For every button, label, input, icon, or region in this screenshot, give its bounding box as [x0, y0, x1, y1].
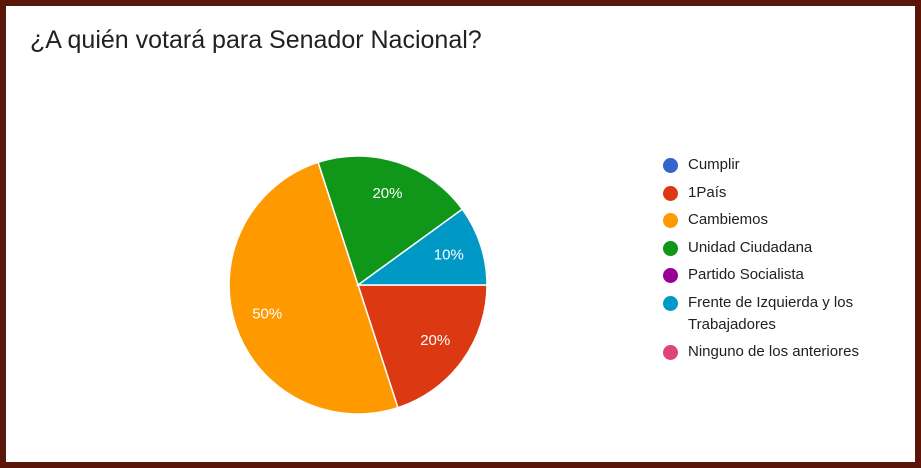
slice-label: 10% [434, 246, 464, 263]
pie-slice [356, 284, 488, 409]
legend-swatch [663, 213, 678, 228]
pie-slice [355, 208, 488, 286]
chart-title: ¿A quién votará para Senador Nacional? [30, 26, 482, 54]
slice-label: 20% [420, 332, 450, 349]
legend-entry: Ninguno de los anteriores [688, 343, 859, 360]
legend-entry: 1País [688, 183, 727, 201]
legend-entry: Cumplir [688, 156, 740, 173]
slice-label: 50% [252, 305, 282, 322]
legend-swatch [663, 345, 678, 360]
pie-slice [317, 155, 464, 287]
legend-entry: Unidad Ciudadana [688, 238, 813, 256]
legend-swatch [663, 268, 678, 283]
pie-area: 20% 50% 20% 10% [228, 155, 488, 415]
legend-entry: Partido Socialista [688, 266, 804, 283]
legend-swatch [663, 295, 678, 311]
legend-swatch [663, 240, 678, 256]
legend-entry: Frente de Izquierda y los Trabajadores [688, 293, 854, 333]
legend-swatch [663, 158, 678, 173]
legend-entry: Cambiemos [688, 211, 769, 228]
pie-slice [228, 161, 399, 415]
legend-swatch [663, 185, 678, 201]
slice-label: 20% [372, 185, 402, 202]
